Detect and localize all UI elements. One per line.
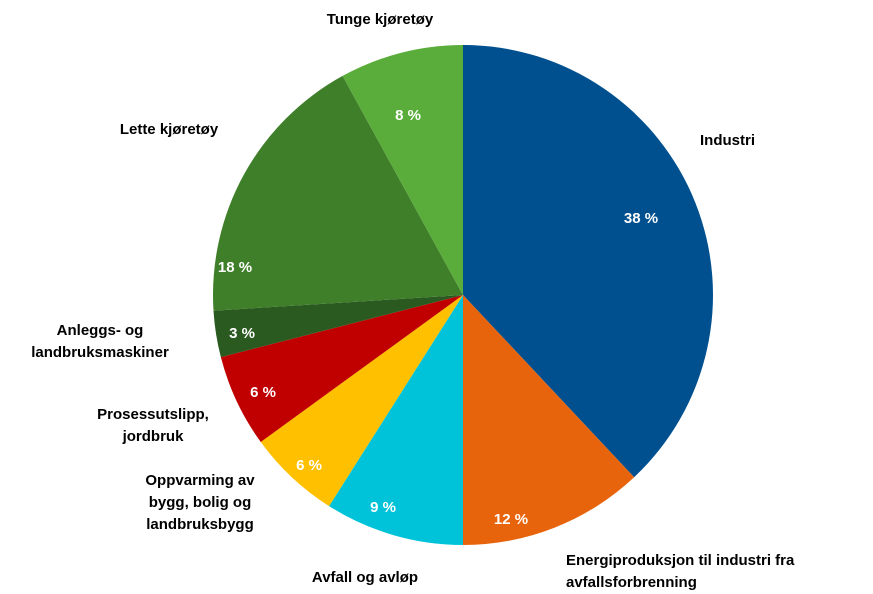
pie-slice [213, 75, 463, 311]
pie-slice [220, 295, 463, 442]
pie-slice [213, 295, 463, 358]
category-label: Oppvarming av bygg, bolig og landbruksbygg [145, 472, 255, 533]
category-label: Prosessutslipp, jordbruk [97, 406, 209, 445]
value-label: 9 % [370, 499, 396, 516]
value-label: 18 % [218, 259, 252, 276]
pie-slice [342, 45, 463, 295]
category-label: Energiproduksjon til industri fra avfalls… [566, 552, 795, 591]
category-label: Tunge kjøretøy [327, 11, 434, 28]
category-label: Industri [700, 132, 755, 149]
pie-slice [260, 295, 463, 507]
category-label: Lette kjøretøy [120, 121, 219, 138]
value-label: 12 % [494, 511, 528, 528]
category-label: Avfall og avløp [312, 569, 418, 586]
pie-slice [463, 45, 714, 478]
value-label: 6 % [250, 384, 276, 401]
pie-slice [463, 295, 635, 545]
value-label: 8 % [395, 107, 421, 124]
value-label: 6 % [296, 457, 322, 474]
value-label: 3 % [229, 325, 255, 342]
value-label: 38 % [624, 210, 658, 227]
pie-slice [329, 295, 463, 545]
category-label: Anleggs- og landbruksmaskiner [31, 322, 169, 361]
